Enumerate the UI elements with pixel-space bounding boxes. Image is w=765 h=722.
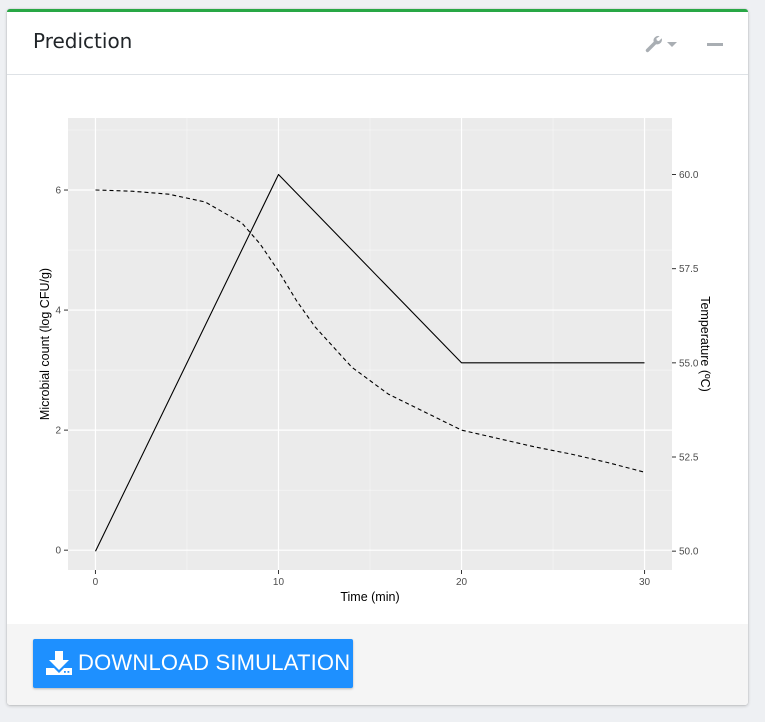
y-axis-title: Microbial count (log CFU/g) (38, 268, 52, 420)
prediction-card: Prediction 0 10 20 30 0 2 4 6 50.0 52.5 55.0 57.5 60… (7, 9, 748, 705)
y2-tick-label: 60.0 (679, 170, 699, 181)
card-body: 0 10 20 30 0 2 4 6 50.0 52.5 55.0 57.5 60.0 Time (min… (7, 75, 748, 624)
card-footer: DOWNLOAD SIMULATION (7, 624, 748, 705)
download-icon (46, 651, 72, 675)
settings-dropdown-button[interactable] (641, 32, 687, 56)
y2-tick-label: 55.0 (679, 358, 699, 369)
x-tick-label: 0 (93, 577, 99, 588)
collapse-button[interactable] (703, 32, 727, 56)
y2-tick-label: 50.0 (679, 547, 699, 558)
prediction-chart: 0 10 20 30 0 2 4 6 50.0 52.5 55.0 57.5 60.0 Time (min… (38, 118, 712, 604)
grid-lines (68, 118, 672, 570)
x-axis-title: Time (min) (340, 590, 399, 604)
data-series (95, 173, 645, 552)
card-title: Prediction (33, 29, 133, 53)
wrench-icon (645, 35, 662, 53)
minus-icon (707, 43, 723, 46)
y-tick-label: 4 (55, 306, 61, 317)
y2-axis-title: Temperature (ºC) (698, 296, 712, 392)
axis-ticks: 0 10 20 30 0 2 4 6 50.0 52.5 55.0 57.5 60.0 (55, 170, 698, 588)
temperature-line (95, 173, 645, 552)
y2-tick-label: 57.5 (679, 264, 699, 275)
download-button-label: DOWNLOAD SIMULATION (78, 650, 351, 675)
y-tick-label: 6 (55, 186, 61, 197)
x-tick-label: 30 (639, 577, 651, 588)
download-simulation-button[interactable]: DOWNLOAD SIMULATION (33, 639, 353, 688)
caret-down-icon (667, 42, 677, 47)
x-tick-label: 10 (273, 577, 285, 588)
y2-tick-label: 52.5 (679, 453, 699, 464)
y-tick-label: 2 (55, 426, 61, 437)
x-tick-label: 20 (456, 577, 468, 588)
y-tick-label: 0 (55, 546, 61, 557)
card-header: Prediction (7, 12, 748, 75)
